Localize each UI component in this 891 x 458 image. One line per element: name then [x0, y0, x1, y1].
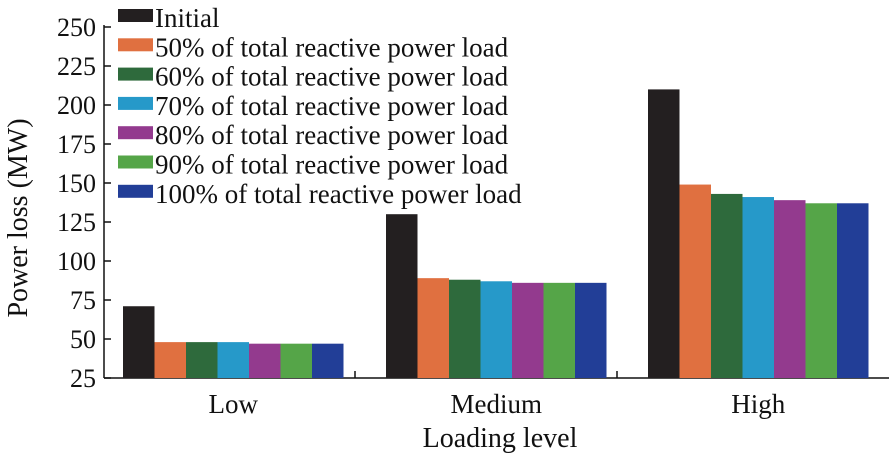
bar [312, 343, 344, 378]
y-tick-label: 175 [57, 130, 96, 159]
bars [123, 89, 869, 379]
bar [774, 200, 806, 378]
legend-label: Initial [155, 3, 219, 33]
bar [123, 306, 155, 378]
y-tick-label: 50 [70, 325, 96, 354]
bar [648, 89, 680, 379]
bar [679, 184, 711, 378]
bar [280, 343, 312, 378]
bar [386, 214, 418, 378]
legend-swatch [118, 67, 153, 81]
category-label: Medium [451, 389, 543, 419]
bar [742, 197, 774, 378]
y-tick-label: 150 [57, 169, 96, 198]
bar [512, 282, 544, 378]
legend-label: 70% of total reactive power load [155, 91, 509, 121]
legend-swatch [118, 9, 153, 22]
y-tick-label: 125 [57, 208, 96, 237]
legend-swatch [118, 126, 153, 140]
bar [449, 279, 481, 378]
legend-label: 80% of total reactive power load [155, 120, 509, 150]
legend-label: 50% of total reactive power load [155, 32, 509, 62]
y-tick-label: 225 [57, 52, 96, 81]
bar [543, 282, 575, 378]
legend-swatch [118, 96, 153, 110]
y-tick-label: 100 [57, 247, 96, 276]
legend-swatch [118, 38, 153, 52]
bar [480, 281, 512, 378]
bar [249, 343, 281, 378]
bar [711, 193, 743, 378]
bar [186, 342, 218, 378]
bar [417, 278, 449, 378]
category-label: Low [209, 389, 259, 419]
y-tick-label: 200 [57, 91, 96, 120]
legend-label: 100% of total reactive power load [155, 179, 522, 209]
legend-swatch [118, 184, 153, 198]
legend-swatch [118, 155, 153, 169]
category-label: High [731, 389, 786, 419]
y-tick-label: 25 [70, 364, 96, 393]
bar [805, 203, 837, 378]
y-axis-title: Power loss (MW) [3, 118, 34, 317]
bar [837, 203, 869, 378]
x-axis-title: Loading level [423, 423, 578, 454]
legend-label: 60% of total reactive power load [155, 62, 509, 92]
bar [575, 282, 607, 378]
y-tick-label: 75 [70, 286, 96, 315]
legend-label: 90% of total reactive power load [155, 150, 509, 180]
y-tick-label: 250 [57, 13, 96, 42]
axes: 25 50 75 100 125 150 175 200 225 250 Low Medium High [57, 13, 889, 419]
bar [154, 342, 186, 378]
bar [217, 342, 249, 378]
